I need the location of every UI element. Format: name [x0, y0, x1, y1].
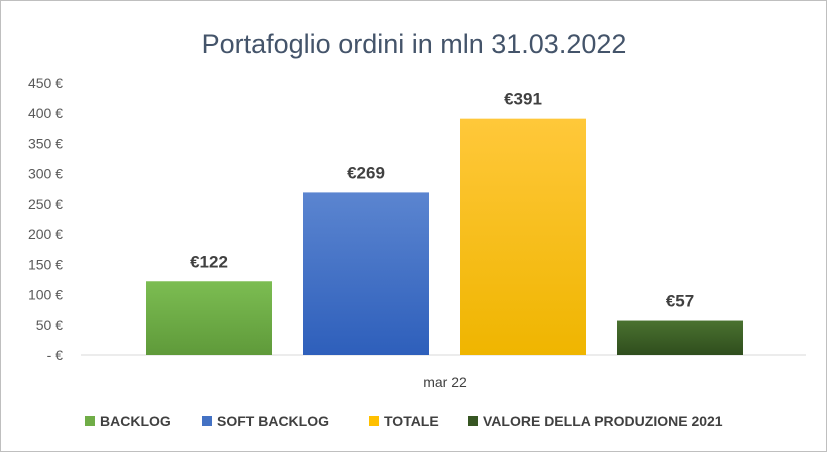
y-tick-label: 350 € — [28, 135, 63, 151]
category-label: mar 22 — [423, 374, 467, 390]
y-tick-label: 450 € — [28, 75, 63, 91]
y-tick-label: 50 € — [36, 317, 63, 333]
chart-title: Portafoglio ordini in mln 31.03.2022 — [202, 29, 627, 59]
y-tick-label: - € — [47, 347, 64, 363]
legend-label: BACKLOG — [100, 413, 171, 429]
legend-swatch — [369, 416, 379, 426]
data-labels: €122 €269 €391 €57 — [190, 90, 694, 311]
legend-label: VALORE DELLA PRODUZIONE 2021 — [483, 413, 723, 429]
y-tick-label: 250 € — [28, 196, 63, 212]
y-tick-label: 100 € — [28, 287, 63, 303]
y-tick-label: 300 € — [28, 166, 63, 182]
legend-label: SOFT BACKLOG — [217, 413, 329, 429]
data-label: €122 — [190, 252, 228, 271]
data-label: €391 — [504, 90, 542, 109]
bar-totale — [460, 118, 586, 355]
y-axis: - € 50 € 100 € 150 € 200 € 250 € 300 € 350 € 400… — [28, 75, 63, 363]
bars — [146, 118, 743, 355]
bar-valore-della-produzione-2021 — [617, 320, 743, 355]
legend-swatch — [468, 416, 478, 426]
bar-backlog — [146, 281, 272, 355]
legend: BACKLOG SOFT BACKLOG TOTALE VALORE DELLA PR… — [85, 413, 723, 429]
data-label: €269 — [347, 163, 385, 182]
data-label: €57 — [666, 292, 694, 311]
legend-swatch — [202, 416, 212, 426]
legend-label: TOTALE — [384, 413, 439, 429]
bar-soft-backlog — [303, 192, 429, 355]
y-tick-label: 200 € — [28, 226, 63, 242]
y-tick-label: 400 € — [28, 105, 63, 121]
y-tick-label: 150 € — [28, 256, 63, 272]
legend-swatch — [85, 416, 95, 426]
